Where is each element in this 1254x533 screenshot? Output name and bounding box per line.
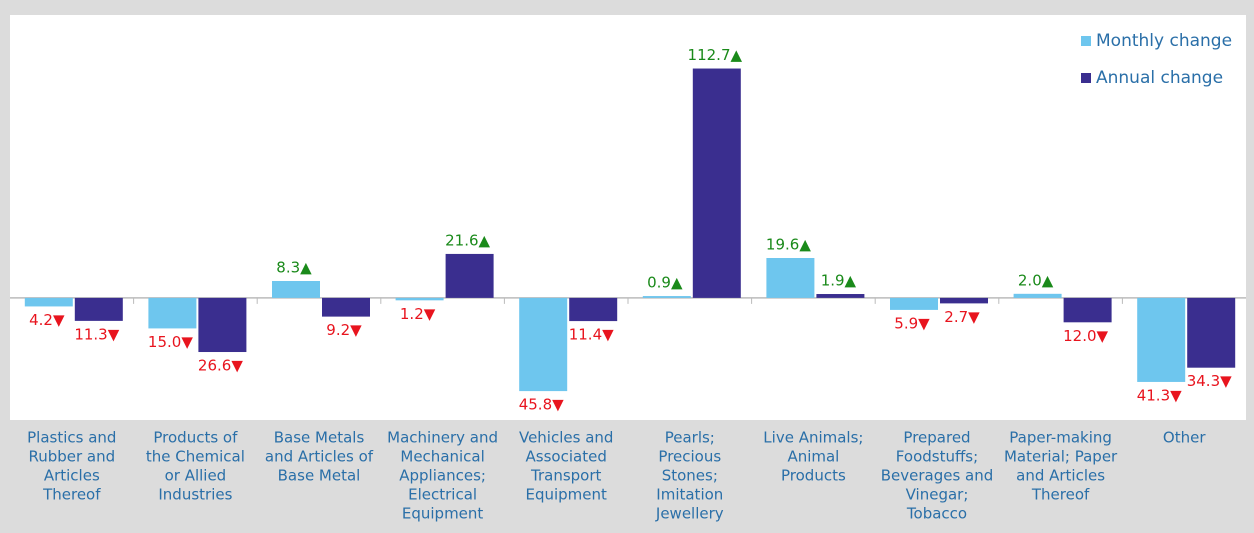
- legend-label: Monthly change: [1096, 31, 1232, 51]
- x-tick-label: Machinery and: [387, 429, 498, 447]
- bar: [1137, 297, 1186, 382]
- bar: [395, 297, 444, 301]
- data-label: 15.0▼: [148, 333, 193, 351]
- bar: [692, 68, 741, 298]
- data-label: 11.3▼: [74, 325, 119, 343]
- x-tick-label: the Chemical: [146, 448, 245, 466]
- x-tick-label: Jewellery: [655, 505, 724, 523]
- x-tick-label: Appliances;: [399, 467, 486, 485]
- data-label: 26.6▼: [198, 357, 243, 375]
- bar: [642, 296, 691, 298]
- x-tick-label: Pearls;: [665, 429, 715, 447]
- bar: [1187, 297, 1236, 368]
- data-label: 2.7▼: [944, 308, 980, 326]
- legend-label: Annual change: [1096, 68, 1223, 88]
- x-tick-label: Precious: [658, 448, 721, 466]
- data-label: 5.9▼: [894, 314, 930, 332]
- x-tick-label: Foodstuffs;: [896, 448, 978, 466]
- data-label: 0.9▲: [647, 274, 683, 292]
- data-label: 11.4▼: [569, 326, 614, 344]
- x-tick-label: Tobacco: [906, 505, 967, 523]
- x-tick-label: Stones;: [662, 467, 718, 485]
- x-tick-label: Associated: [526, 448, 607, 466]
- x-tick-label: Plastics and: [27, 429, 116, 447]
- data-label: 34.3▼: [1187, 372, 1232, 390]
- bar: [569, 297, 618, 322]
- bar: [816, 294, 865, 298]
- data-label: 12.0▼: [1063, 327, 1108, 345]
- legend-swatch: [1081, 36, 1091, 46]
- x-tick-label: Other: [1163, 429, 1206, 447]
- x-tick-label: Equipment: [525, 486, 607, 504]
- x-tick-label: Thereof: [1031, 486, 1090, 504]
- legend-swatch: [1081, 73, 1091, 83]
- x-tick-label: Animal: [787, 448, 839, 466]
- bar: [445, 253, 494, 298]
- x-tick-label: Products of: [153, 429, 238, 447]
- x-tick-label: Base Metals: [274, 429, 365, 447]
- bar: [1063, 297, 1112, 323]
- bar: [322, 297, 370, 317]
- x-tick-label: Thereof: [42, 486, 101, 504]
- plot-area: [10, 15, 1246, 420]
- x-tick-label: Mechanical: [400, 448, 484, 466]
- bar: [74, 297, 123, 321]
- x-tick-label: Articles: [44, 467, 100, 485]
- x-tick-label: Base Metal: [278, 467, 361, 485]
- x-tick-label: Equipment: [402, 505, 484, 523]
- x-tick-label: or Allied: [165, 467, 227, 485]
- data-label: 45.8▼: [519, 396, 564, 414]
- bar: [272, 280, 320, 298]
- data-label: 1.9▲: [821, 272, 857, 290]
- x-tick-label: Transport: [530, 467, 602, 485]
- data-label: 112.7▲: [688, 46, 743, 64]
- bar: [24, 297, 73, 307]
- x-tick-label: Vinegar;: [906, 486, 969, 504]
- data-label: 4.2▼: [29, 311, 65, 329]
- x-tick-label: Live Animals;: [763, 429, 863, 447]
- data-label: 2.0▲: [1018, 271, 1054, 289]
- x-tick-label: Vehicles and: [519, 429, 613, 447]
- x-tick-label: Beverages and: [881, 467, 994, 485]
- bar: [519, 297, 568, 392]
- data-label: 21.6▲: [445, 231, 490, 249]
- data-label: 9.2▼: [326, 321, 362, 339]
- x-tick-label: and Articles of: [265, 448, 374, 466]
- bar: [890, 297, 938, 310]
- data-label: 41.3▼: [1137, 386, 1182, 404]
- bar: [198, 297, 247, 353]
- x-tick-label: and Articles: [1016, 467, 1105, 485]
- bar: [940, 297, 988, 304]
- data-label: 19.6▲: [766, 236, 811, 254]
- x-tick-label: Electrical: [408, 486, 477, 504]
- data-label: 1.2▼: [400, 305, 436, 323]
- x-tick-label: Imitation: [656, 486, 723, 504]
- x-tick-label: Products: [781, 467, 846, 485]
- bar: [766, 258, 815, 298]
- bar: [148, 297, 197, 329]
- x-tick-label: Industries: [158, 486, 232, 504]
- x-tick-label: Material; Paper: [1004, 448, 1118, 466]
- bar: [1013, 293, 1062, 298]
- data-label: 8.3▲: [276, 258, 312, 276]
- x-tick-label: Rubber and: [28, 448, 115, 466]
- x-tick-label: Paper-making: [1009, 429, 1112, 447]
- x-tick-label: Prepared: [903, 429, 970, 447]
